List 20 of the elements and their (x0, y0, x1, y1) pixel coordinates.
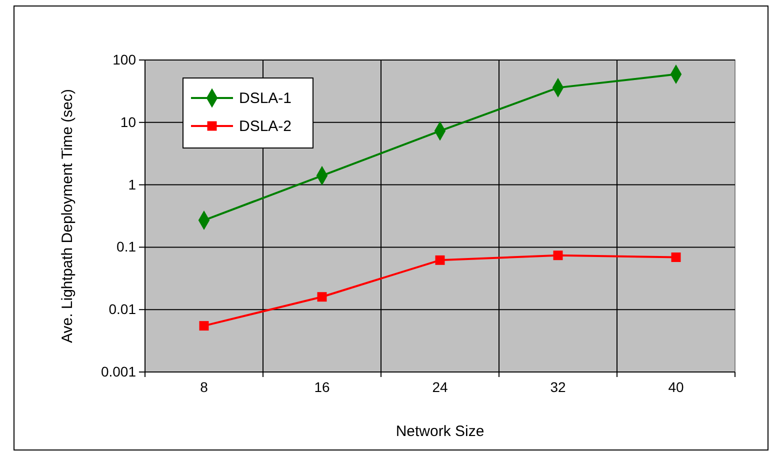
legend-label: DSLA-1 (239, 90, 292, 107)
x-tick-label: 24 (432, 378, 448, 395)
point (553, 250, 563, 260)
legend-label: DSLA-2 (239, 118, 292, 135)
x-axis-title: Network Size (396, 423, 484, 440)
y-tick-label: 0.01 (108, 301, 136, 318)
x-tick-label: 40 (668, 378, 684, 395)
point (317, 292, 327, 302)
point (199, 321, 209, 331)
y-tick-label: 1 (128, 176, 136, 192)
y-axis-title: Ave. Lightpath Deployment Time (sec) (59, 88, 76, 344)
y-tick-label: 0.1 (116, 238, 136, 255)
x-tick-label: 16 (314, 378, 330, 395)
point (671, 252, 681, 262)
y-tick-label: 0.001 (100, 363, 136, 380)
x-tick-label: 32 (550, 378, 566, 395)
y-tick-label: 100 (112, 51, 136, 68)
point (435, 255, 445, 265)
y-tick-label: 10 (120, 114, 136, 130)
x-tick-label: 8 (200, 378, 208, 395)
